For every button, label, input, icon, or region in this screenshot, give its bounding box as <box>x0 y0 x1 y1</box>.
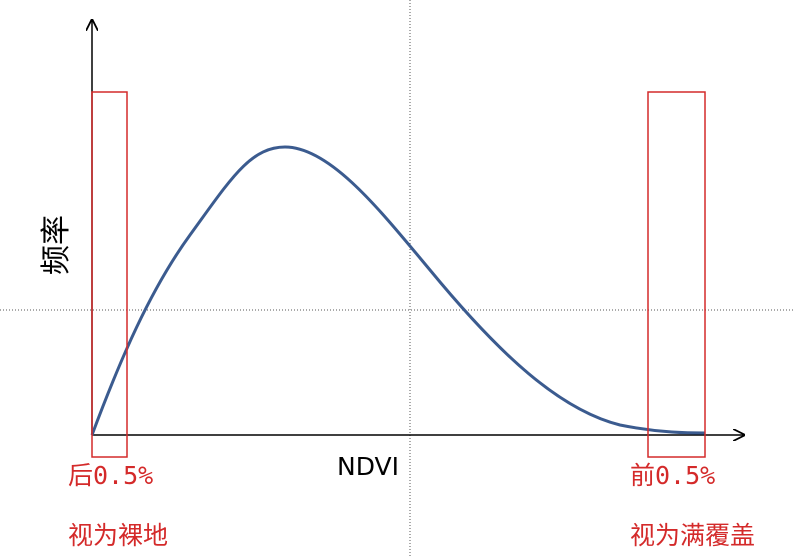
right-box <box>647 91 706 458</box>
right-box-note: 视为满覆盖 <box>630 521 755 550</box>
x-axis-label: NDVI <box>337 452 399 481</box>
left-box-label: 后0.5% <box>68 461 153 490</box>
distribution-curve <box>90 145 706 436</box>
y-axis-label: 频率 <box>39 215 74 275</box>
left-box <box>91 91 128 458</box>
right-box-label: 前0.5% <box>630 461 715 490</box>
left-box-note: 视为裸地 <box>68 521 168 550</box>
